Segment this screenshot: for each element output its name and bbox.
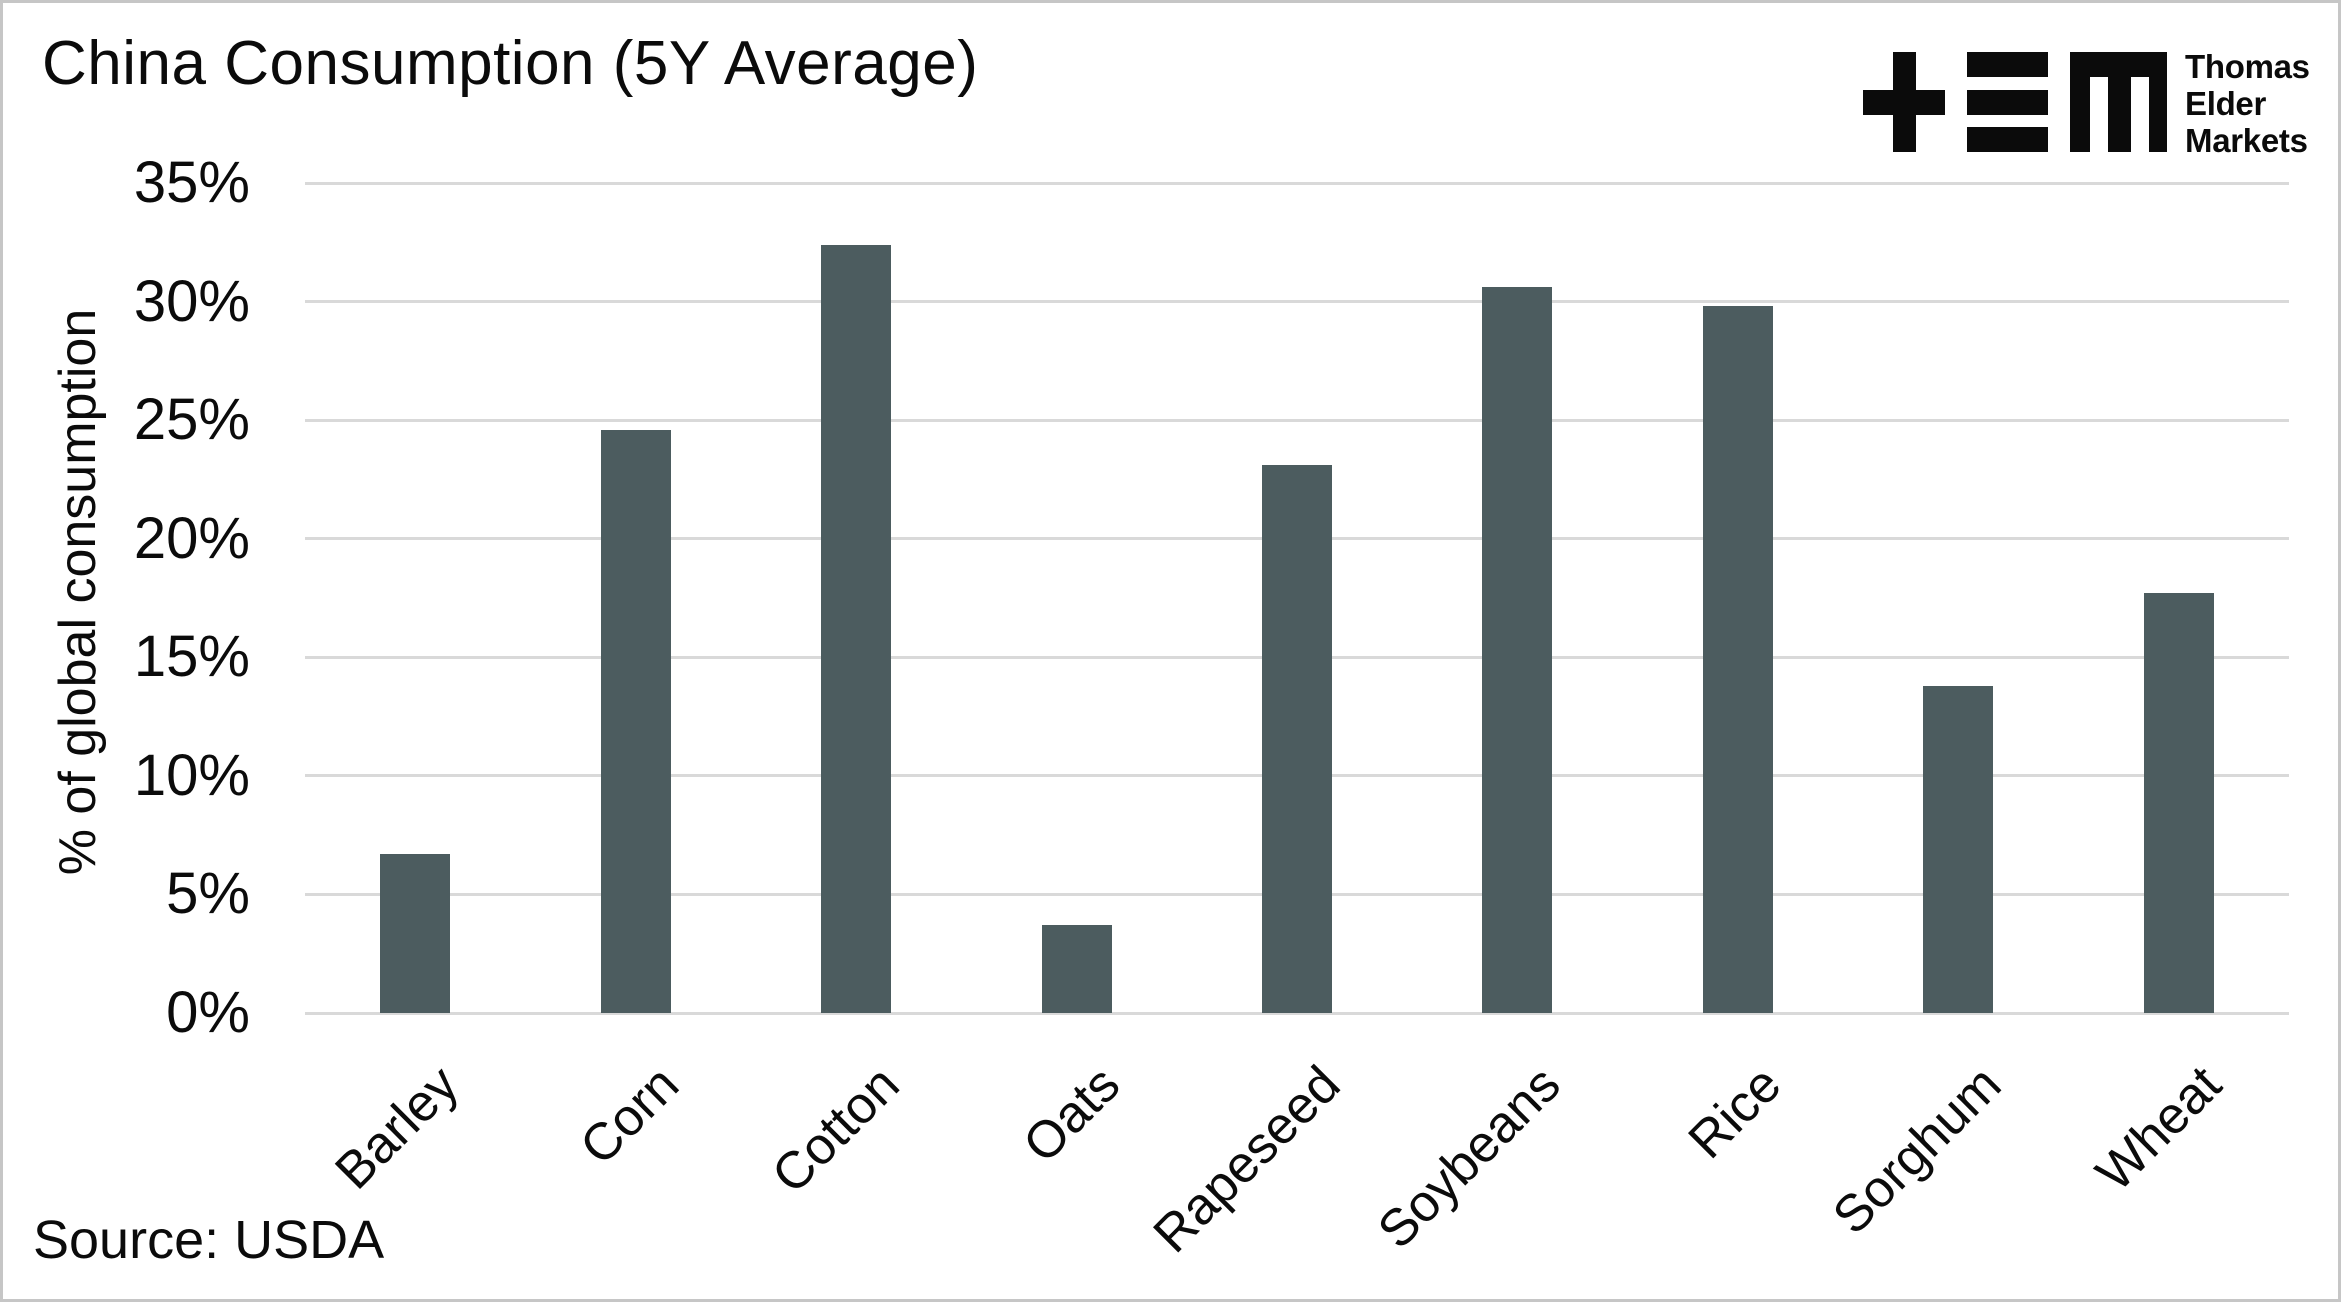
logo-e-bar (1967, 52, 2048, 77)
bar-wheat (2143, 593, 2214, 1013)
logo-wordmark-line: Thomas (2185, 48, 2310, 85)
y-tick-label: 15% (133, 624, 250, 690)
logo-wordmark-line: Elder (2185, 85, 2267, 122)
bar-soybeans (1482, 287, 1553, 1013)
tem-logo: Thomas Elder Markets (1863, 48, 2310, 159)
bar-rice (1702, 306, 1773, 1013)
y-tick-label: 5% (166, 861, 250, 927)
logo-plus-horizontal-bar (1863, 90, 1945, 115)
gridline (305, 418, 2289, 422)
x-axis-label: Cotton (761, 1055, 911, 1205)
bar-corn (600, 429, 671, 1013)
logo-e-bar (1967, 127, 2048, 152)
y-tick-label: 0% (166, 980, 250, 1045)
y-tick-label: 30% (133, 268, 250, 334)
logo-e-glyph (1967, 52, 2048, 152)
logo-e-bar (1967, 90, 2048, 115)
logo-m-slot (2131, 77, 2149, 152)
logo-wordmark-line: Markets (2185, 122, 2308, 159)
logo-wordmark: Thomas Elder Markets (2185, 48, 2310, 159)
chart-title: China Consumption (5Y Average) (42, 29, 979, 98)
x-axis-label: Rapeseed (1142, 1055, 1352, 1264)
bar-sorghum (1923, 685, 1994, 1013)
y-tick-label: 25% (133, 387, 250, 453)
y-tick-label: 10% (133, 742, 250, 808)
bar-barley (380, 854, 451, 1013)
gridline (305, 181, 2289, 185)
x-axis-label: Wheat (2085, 1055, 2234, 1203)
y-tick-label: 20% (133, 505, 250, 571)
logo-m-slot (2090, 77, 2108, 152)
x-axis-label: Rice (1677, 1055, 1793, 1170)
gridline (305, 300, 2289, 304)
x-axis-label: Oats (1012, 1055, 1131, 1174)
x-axis-label: Sorghum (1822, 1055, 2013, 1246)
x-axis-label: Corn (569, 1055, 690, 1177)
bar-cotton (821, 244, 892, 1013)
bar-rapeseed (1262, 465, 1332, 1013)
bar-oats (1041, 925, 1112, 1013)
source-note: Source: USDA (33, 1210, 385, 1270)
x-axis-label: Barley (324, 1055, 470, 1201)
logo-plus-glyph (1863, 52, 1945, 152)
gridline (305, 1011, 2289, 1015)
x-axis-label: Soybeans (1367, 1055, 1572, 1260)
y-tick-label: 35% (133, 150, 250, 215)
logo-m-glyph (2070, 52, 2167, 152)
